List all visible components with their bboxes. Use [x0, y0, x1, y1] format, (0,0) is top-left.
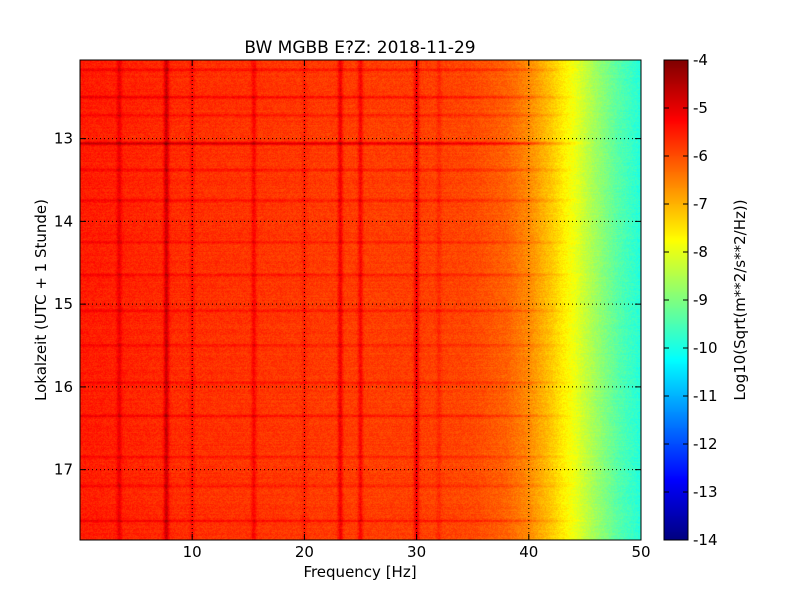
y-axis: 13 14 15 16 17 — [54, 130, 641, 479]
colorbar-tick-label: -9 — [693, 291, 708, 309]
x-tick-label: 30 — [407, 543, 426, 561]
x-axis-label: Frequency [Hz] — [303, 563, 416, 581]
colorbar-tick-label: -6 — [693, 147, 708, 165]
colorbar-tick-label: -12 — [693, 435, 718, 453]
y-tick-label: 13 — [54, 130, 73, 148]
plot-frame — [79, 59, 642, 541]
colorbar-tick-label: -5 — [693, 99, 708, 117]
y-tick-label: 14 — [54, 212, 73, 230]
x-tick-label: 10 — [183, 543, 202, 561]
colorbar-tick-label: -8 — [693, 243, 708, 261]
colorbar-tick-label: -10 — [693, 339, 718, 357]
colorbar-tick-label: -13 — [693, 483, 718, 501]
chart-title: BW MGBB E?Z: 2018-11-29 — [244, 38, 475, 58]
x-axis: 10 20 30 40 50 — [183, 60, 651, 561]
y-tick-label: 17 — [54, 461, 73, 479]
x-tick-label: 40 — [519, 543, 538, 561]
spectrogram-image — [80, 60, 641, 540]
colorbar-label: Log10(Sqrt(m**2/s**2/Hz)) — [731, 199, 749, 400]
colorbar-tick-label: -14 — [693, 531, 718, 549]
x-tick-label: 50 — [631, 543, 650, 561]
colorbar-tick-label: -7 — [693, 195, 708, 213]
y-axis-label: Lokalzeit (UTC + 1 Stunde) — [32, 199, 50, 401]
spectrogram-image-holder — [80, 60, 641, 540]
x-tick-label: 20 — [295, 543, 314, 561]
y-tick-label: 15 — [54, 295, 73, 313]
colorbar-ticks: -4 -5 -6 -7 -8 -9 -10 -11 -12 -13 -14 — [664, 51, 718, 549]
colorbar-tick-label: -4 — [693, 51, 708, 69]
y-tick-label: 16 — [54, 378, 73, 396]
colorbar-tick-label: -11 — [693, 387, 718, 405]
grid-lines — [80, 60, 641, 540]
